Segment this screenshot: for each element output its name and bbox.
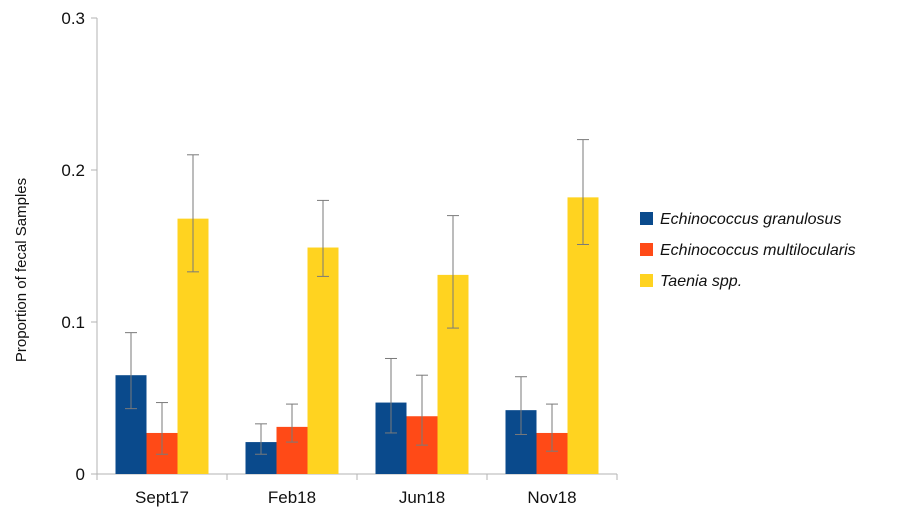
bar (307, 247, 339, 474)
error-bars (125, 139, 589, 455)
legend: Echinococcus granulosus Echinococcus mult… (640, 211, 856, 290)
tick-labels: 0 0.1 0.2 0.3 Sept17 Feb18 Jun18 Nov18 (61, 9, 576, 507)
legend-label: Taenia spp. (660, 273, 742, 290)
y-tick-label: 0.2 (61, 161, 85, 180)
y-axis-label: Proportion of fecal Samples (13, 178, 30, 362)
legend-label: Echinococcus granulosus (660, 211, 841, 228)
y-tick-label: 0.1 (61, 313, 85, 332)
x-tick-label: Jun18 (399, 488, 445, 507)
y-tick-label: 0 (76, 465, 85, 484)
legend-label: Echinococcus multilocularis (660, 242, 856, 259)
axes (91, 17, 618, 480)
x-tick-label: Sept17 (135, 488, 189, 507)
y-tick-label: 0.3 (61, 9, 85, 28)
x-tick-label: Feb18 (268, 488, 316, 507)
legend-swatch (640, 274, 653, 287)
legend-swatch (640, 212, 653, 225)
x-tick-label: Nov18 (527, 488, 576, 507)
bars (115, 197, 599, 475)
legend-swatch (640, 243, 653, 256)
